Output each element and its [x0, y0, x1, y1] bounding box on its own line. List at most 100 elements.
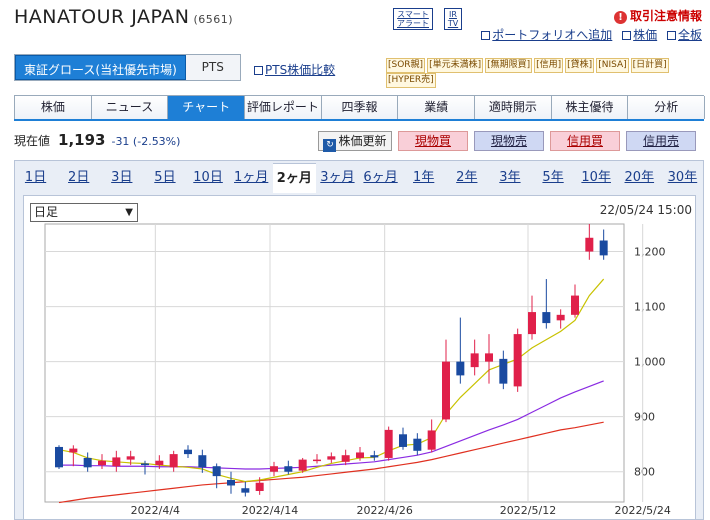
trade-tags: [SOR親] [単元未満株] [無期限買] [信用] [貸株] [NISA] [日計買][H… [386, 58, 704, 88]
period-3m[interactable]: 3ヶ月 [320, 170, 355, 185]
candle-body [184, 449, 192, 455]
period-3y[interactable]: 3年 [499, 170, 521, 185]
candle-body [556, 314, 565, 321]
margin-sell-button[interactable]: 信用売 [626, 131, 696, 151]
candle-body [112, 457, 121, 467]
quote-label: 現在値 [14, 134, 51, 148]
candle-body [470, 353, 479, 368]
full-board-link[interactable]: 全板 [666, 28, 702, 42]
period-30y[interactable]: 30年 [667, 170, 698, 185]
alert-label: 取引注意情報 [629, 9, 702, 23]
plot-area [44, 223, 625, 503]
tab-disclosure[interactable]: 適時開示 [474, 96, 552, 119]
period-3d[interactable]: 3日 [111, 170, 133, 185]
candle-body [313, 459, 321, 462]
window-icon [666, 31, 676, 40]
candle-body [499, 358, 508, 384]
x-tick-label: 2022/4/4 [131, 504, 180, 517]
stock-price-link[interactable]: 株価 [622, 28, 657, 42]
tag-indefinite: [無期限買] [485, 58, 533, 73]
tab-chart[interactable]: チャート [167, 96, 246, 119]
market-pts-button[interactable]: PTS [185, 55, 240, 80]
candle-body [83, 457, 92, 468]
window-icon [254, 66, 263, 75]
interval-select[interactable]: 日足 ▼ [30, 203, 138, 222]
period-2m[interactable]: 2ヶ月 [272, 163, 316, 193]
candle-body [169, 454, 178, 468]
ma-short-line [58, 278, 605, 483]
tab-shikiho[interactable]: 四季報 [320, 96, 399, 119]
candle-body [69, 448, 78, 453]
company-title: HANATOUR JAPAN (6561) [14, 6, 233, 28]
period-1d[interactable]: 1日 [24, 170, 47, 185]
candle-body [399, 434, 407, 447]
candle-body [341, 455, 350, 462]
portfolio-add-link[interactable]: ポートフォリオへ追加 [481, 28, 612, 42]
cash-buy-button[interactable]: 現物買 [398, 131, 468, 151]
candle-body [141, 463, 149, 466]
ir-tv-button[interactable]: IR TV [444, 8, 462, 30]
period-2d[interactable]: 2日 [68, 170, 90, 185]
candle-body [456, 361, 465, 376]
period-1m[interactable]: 1ヶ月 [234, 170, 269, 185]
chevron-down-icon: ▼ [125, 207, 133, 218]
candle-body [284, 466, 293, 472]
quote-value: 1,193 [58, 131, 106, 149]
candle-body [442, 361, 450, 420]
x-tick-label: 2022/4/14 [242, 504, 298, 517]
ma-mid-line [59, 380, 604, 470]
trade-caution-link[interactable]: ! 取引注意情報 [613, 7, 702, 24]
period-2y[interactable]: 2年 [456, 170, 478, 185]
tab-benefits[interactable]: 株主優待 [550, 96, 629, 119]
candle-body [241, 488, 250, 493]
action-buttons: ↻ 株価更新 現物買 現物売 信用買 信用売 [318, 131, 696, 152]
candle-body [585, 237, 594, 252]
period-6m[interactable]: 6ヶ月 [363, 170, 398, 185]
candle-body [212, 466, 221, 477]
quote-change: -31 (-2.53%) [111, 135, 181, 148]
candle-body [528, 312, 536, 335]
tag-daytrade: [日計買] [630, 58, 669, 73]
refresh-icon: ↻ [323, 139, 337, 152]
margin-buy-button[interactable]: 信用買 [550, 131, 620, 151]
y-tick-label: 1,200 [634, 246, 666, 259]
market-growth-button[interactable]: 東証グロース(当社優先市場) [15, 55, 186, 80]
candle-body [198, 455, 207, 468]
candle-body [599, 240, 608, 256]
tag-lending: [貸株] [565, 58, 595, 73]
period-5y[interactable]: 5年 [542, 170, 564, 185]
pts-compare-link[interactable]: PTS株価比較 [254, 61, 335, 78]
period-20y[interactable]: 20年 [624, 170, 655, 185]
candle-body [126, 456, 135, 460]
market-selector: 東証グロース(当社優先市場) PTS [14, 54, 241, 81]
period-5d[interactable]: 5日 [154, 170, 176, 185]
header-links: ポートフォリオへ追加 株価 全板 [475, 26, 702, 43]
candle-body [98, 460, 106, 466]
candle-body [571, 295, 579, 315]
candle-body [270, 466, 278, 472]
candle-body [55, 446, 63, 468]
candle-body [356, 452, 364, 458]
period-10d[interactable]: 10日 [193, 170, 223, 185]
smart-alert-button[interactable]: スマート アラート [393, 8, 433, 30]
alert-icon: ! [613, 11, 627, 24]
period-1y[interactable]: 1年 [413, 170, 435, 185]
candle-body [427, 430, 436, 450]
y-tick-label: 1,100 [634, 301, 666, 314]
candle-body [542, 312, 551, 324]
period-10y[interactable]: 10年 [581, 170, 611, 185]
candle-body [485, 353, 493, 362]
tab-report[interactable]: 評価レポート [244, 96, 322, 119]
tag-odd-lot: [単元未満株] [427, 58, 484, 73]
refresh-button[interactable]: ↻ 株価更新 [318, 131, 392, 152]
y-tick-label: 900 [634, 411, 655, 424]
y-tick-label: 1,000 [634, 356, 666, 369]
candle-body [255, 482, 264, 491]
candle-body [370, 455, 379, 458]
tag-nisa: [NISA] [596, 58, 629, 73]
x-tick-label: 2022/4/26 [356, 504, 412, 517]
company-name: HANATOUR JAPAN [14, 6, 190, 28]
tab-analysis[interactable]: 分析 [627, 96, 706, 119]
cash-sell-button[interactable]: 現物売 [474, 131, 544, 151]
